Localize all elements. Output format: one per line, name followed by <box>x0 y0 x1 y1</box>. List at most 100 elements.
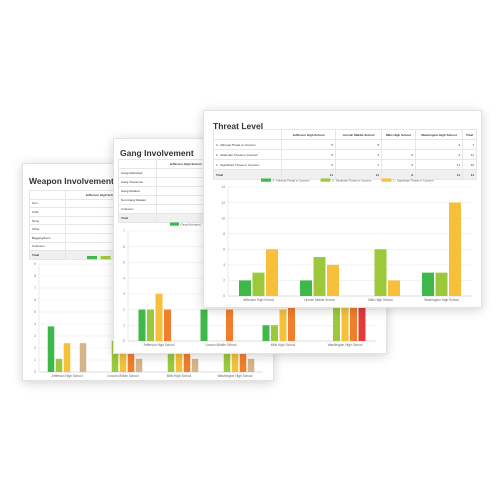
threat-y-tick-label: 2 <box>223 279 225 283</box>
threat-table-cell: 4 <box>335 149 382 160</box>
threat-table-header-cell: Washington High School <box>415 129 463 140</box>
weapon-bar <box>191 358 199 372</box>
gang-x-tick-label: Washington High School <box>328 343 363 347</box>
gang-table-header-cell <box>118 159 157 169</box>
gang-table: Jefferson High School Gang-Motivated Gang… <box>118 159 215 223</box>
threat-table-cell: 2 - Moderate Threat or Concern <box>213 149 282 160</box>
threat-y-tick-label: 8 <box>223 232 225 236</box>
threat-table-cell: 22 <box>462 159 477 170</box>
weapon-bar <box>183 342 191 372</box>
weapon-y-tick-label: 7 <box>34 286 36 290</box>
threat-bar <box>422 272 434 296</box>
threat-table-cell: 5 <box>335 139 382 150</box>
gang-y-tick-label: 6 <box>123 245 125 249</box>
gang-bar <box>147 309 154 341</box>
threat-y-tick-label: 10 <box>221 216 225 220</box>
threat-legend-swatch <box>261 178 271 182</box>
threat-table-header-cell <box>213 129 282 140</box>
threat-legend-label: 1 - Significant Threat or Concern <box>393 178 434 182</box>
gang-bar <box>200 309 208 341</box>
threat-table-cell: 3 <box>381 159 416 170</box>
gang-table-row: Non-Gang Related <box>118 195 215 205</box>
threat-y-tick-label: 6 <box>223 247 225 251</box>
threat-table-cell: 11 <box>415 159 463 170</box>
weapon-y-tick-label: 2 <box>34 346 36 350</box>
gang-bar <box>262 325 270 341</box>
weapon-bar <box>47 326 55 372</box>
weapon-bar <box>167 351 175 372</box>
gang-y-tick-label: 7 <box>123 229 125 233</box>
weapon-table-cell: Other <box>29 224 66 234</box>
threat-table-row: 2 - Moderate Threat or Concern 5 4 6 3 11 <box>213 149 477 160</box>
threat-table-cell: 6 <box>281 159 336 170</box>
weapon-y-tick-label: 6 <box>34 298 36 302</box>
gang-table-row: Gang Overtones <box>118 177 215 187</box>
weapon-table-cell: Bagging/Form <box>29 232 66 243</box>
threat-table-cell: 7 <box>462 139 477 150</box>
threat-table-header-cell: Total <box>462 129 477 140</box>
threat-bar <box>374 249 387 296</box>
gang-bar <box>164 309 171 341</box>
gang-x-tick-label: Jefferson High School <box>143 343 174 347</box>
threat-table-cell <box>381 139 416 150</box>
weapon-table-header-cell <box>29 190 66 200</box>
threat-y-tick-label: 0 <box>223 294 225 298</box>
weapon-legend-swatch <box>100 256 111 260</box>
threat-legend-swatch <box>320 178 331 182</box>
weapon-bar <box>63 343 71 372</box>
gang-bar <box>341 293 349 341</box>
threat-level-card: Threat Level Jefferson High School Lincol… <box>203 110 482 308</box>
weapon-bar <box>175 342 183 372</box>
threat-card-title: Threat Level <box>213 121 264 131</box>
gang-bar <box>226 309 233 341</box>
weapon-bar <box>239 342 247 372</box>
weapon-x-tick-label: Washington High School <box>218 374 253 378</box>
gang-bar <box>358 293 366 341</box>
gang-bar <box>279 309 287 341</box>
threat-table-header-cell: Mills High School <box>381 129 416 140</box>
threat-table-row: 1 - Significant Threat or Concern 6 1 3 11 22 <box>213 159 477 170</box>
threat-y-tick-label: 4 <box>223 263 225 267</box>
threat-table-header: Jefferson High School Lincoln Middle Scho… <box>213 129 477 140</box>
gang-y-tick-label: 4 <box>123 276 125 280</box>
gang-y-tick-label: 3 <box>123 292 125 296</box>
threat-y-tick-label: 14 <box>221 185 225 189</box>
weapon-y-tick-label: 9 <box>34 262 36 266</box>
threat-bar <box>313 257 326 296</box>
threat-table-cell: 5 <box>281 149 336 160</box>
threat-chart: 0 2 4 6 8 10 12 14 3 - Minimal Threat or Concern… <box>221 178 472 302</box>
weapon-y-tick-label: 3 <box>34 334 36 338</box>
gang-bar <box>350 293 357 341</box>
weapon-bar <box>127 340 135 372</box>
threat-table-header-cell: Jefferson High School <box>281 129 336 140</box>
gang-x-tick-label: Mills High School <box>271 343 296 347</box>
gang-legend-swatch <box>170 222 179 226</box>
weapon-bar <box>231 342 239 372</box>
threat-table-cell: 3 <box>415 139 463 150</box>
gang-table-row: Gang-Motivated <box>118 168 215 178</box>
threat-table-cell: 1 <box>335 159 382 170</box>
threat-bar <box>252 272 265 296</box>
weapon-x-tick-label: Jefferson High School <box>51 374 82 378</box>
weapon-table-cell: Gun <box>29 198 66 209</box>
weapon-bar <box>111 340 119 372</box>
weapon-y-tick-label: 1 <box>34 358 36 362</box>
threat-x-tick-label: Lincoln Middle School <box>304 298 335 302</box>
gang-bar <box>138 309 146 341</box>
threat-table-cell: 11 <box>462 169 477 180</box>
gang-x-tick-label: Lincoln Middle School <box>205 343 236 347</box>
threat-legend-swatch <box>381 178 392 182</box>
threat-table-cell: 11 <box>462 149 477 160</box>
threat-x-tick-label: Mills High School <box>368 298 393 302</box>
gang-table-cell: Gang Overtones <box>118 177 157 187</box>
weapon-table-cell: Knife <box>29 207 66 217</box>
threat-bar <box>327 264 339 296</box>
gang-table-cell: Gang-Related <box>118 186 157 196</box>
gang-bar <box>288 293 295 341</box>
gang-card-title: Gang Involvement <box>120 148 194 158</box>
threat-bar <box>239 280 251 296</box>
weapon-y-tick-label: 0 <box>34 370 36 374</box>
weapon-bar <box>223 342 231 372</box>
gang-y-tick-label: 2 <box>123 308 125 312</box>
gang-y-tick-label: 0 <box>123 339 125 343</box>
